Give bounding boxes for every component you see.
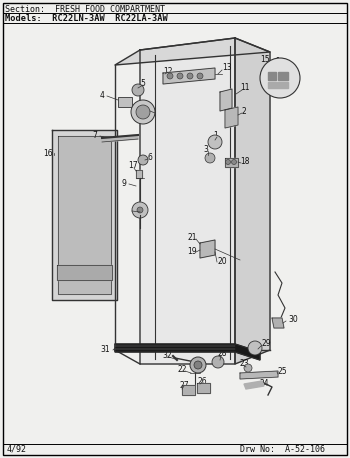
Text: Section:  FRESH FOOD COMPARTMENT: Section: FRESH FOOD COMPARTMENT bbox=[5, 5, 165, 14]
Polygon shape bbox=[244, 381, 264, 389]
Circle shape bbox=[190, 357, 206, 373]
Circle shape bbox=[244, 364, 252, 372]
Circle shape bbox=[260, 58, 300, 98]
Text: 8: 8 bbox=[148, 104, 153, 114]
Text: Drw No:  A-52-106: Drw No: A-52-106 bbox=[240, 445, 325, 453]
Polygon shape bbox=[52, 130, 117, 300]
Text: 10: 10 bbox=[132, 207, 142, 217]
Text: 32: 32 bbox=[162, 350, 172, 360]
Polygon shape bbox=[58, 136, 111, 294]
Text: 7: 7 bbox=[92, 131, 97, 140]
Polygon shape bbox=[115, 344, 260, 360]
Polygon shape bbox=[220, 89, 232, 111]
Circle shape bbox=[231, 159, 237, 164]
Polygon shape bbox=[163, 68, 215, 84]
Polygon shape bbox=[235, 38, 270, 364]
Polygon shape bbox=[225, 107, 238, 128]
Text: 3: 3 bbox=[203, 146, 208, 154]
Text: 29: 29 bbox=[261, 339, 271, 349]
Text: 21: 21 bbox=[187, 233, 196, 241]
Text: 31: 31 bbox=[100, 345, 110, 354]
Circle shape bbox=[194, 361, 202, 369]
Text: 12: 12 bbox=[163, 66, 173, 76]
Text: 15: 15 bbox=[260, 55, 270, 65]
Polygon shape bbox=[140, 38, 235, 364]
Polygon shape bbox=[200, 240, 215, 258]
Polygon shape bbox=[57, 265, 112, 280]
Text: 4: 4 bbox=[100, 92, 105, 100]
Text: 17: 17 bbox=[128, 162, 138, 170]
Circle shape bbox=[138, 155, 148, 165]
Circle shape bbox=[167, 73, 173, 79]
Polygon shape bbox=[225, 158, 238, 167]
Circle shape bbox=[131, 100, 155, 124]
Bar bbox=[118, 97, 132, 107]
Polygon shape bbox=[182, 385, 195, 395]
Text: 26: 26 bbox=[198, 376, 208, 386]
Text: 27: 27 bbox=[180, 381, 190, 389]
Text: 11: 11 bbox=[240, 83, 250, 93]
Text: 13: 13 bbox=[222, 64, 232, 72]
Text: 5: 5 bbox=[140, 78, 145, 87]
Text: 9: 9 bbox=[122, 179, 127, 187]
Text: 18: 18 bbox=[240, 158, 250, 167]
Text: 28: 28 bbox=[218, 349, 228, 359]
Text: 1: 1 bbox=[275, 58, 280, 66]
Polygon shape bbox=[278, 72, 288, 80]
Polygon shape bbox=[115, 38, 270, 65]
Polygon shape bbox=[102, 135, 138, 142]
Circle shape bbox=[197, 73, 203, 79]
Text: 22: 22 bbox=[178, 365, 188, 375]
Text: 2: 2 bbox=[241, 108, 246, 116]
Text: 16: 16 bbox=[43, 148, 52, 158]
Circle shape bbox=[205, 153, 215, 163]
Polygon shape bbox=[240, 371, 278, 379]
Text: 25: 25 bbox=[278, 366, 288, 376]
Circle shape bbox=[137, 207, 143, 213]
Circle shape bbox=[187, 73, 193, 79]
Text: 20: 20 bbox=[218, 256, 228, 266]
Circle shape bbox=[132, 84, 144, 96]
Polygon shape bbox=[268, 82, 288, 88]
Text: Models:  RC22LN-3AW  RC22LA-3AW: Models: RC22LN-3AW RC22LA-3AW bbox=[5, 14, 168, 23]
Circle shape bbox=[136, 105, 150, 119]
Text: 6: 6 bbox=[147, 153, 152, 162]
Text: 1: 1 bbox=[213, 131, 218, 140]
Circle shape bbox=[177, 73, 183, 79]
Circle shape bbox=[208, 135, 222, 149]
Polygon shape bbox=[272, 318, 284, 328]
Circle shape bbox=[212, 356, 224, 368]
Polygon shape bbox=[197, 383, 210, 393]
Text: 23: 23 bbox=[240, 359, 250, 367]
Text: 30: 30 bbox=[288, 316, 298, 325]
Text: 24: 24 bbox=[260, 378, 270, 387]
Polygon shape bbox=[268, 72, 276, 80]
Circle shape bbox=[248, 341, 262, 355]
Circle shape bbox=[132, 202, 148, 218]
Text: 4/92: 4/92 bbox=[7, 445, 27, 453]
Circle shape bbox=[225, 159, 231, 164]
Text: 19: 19 bbox=[187, 247, 197, 256]
Polygon shape bbox=[136, 170, 142, 178]
